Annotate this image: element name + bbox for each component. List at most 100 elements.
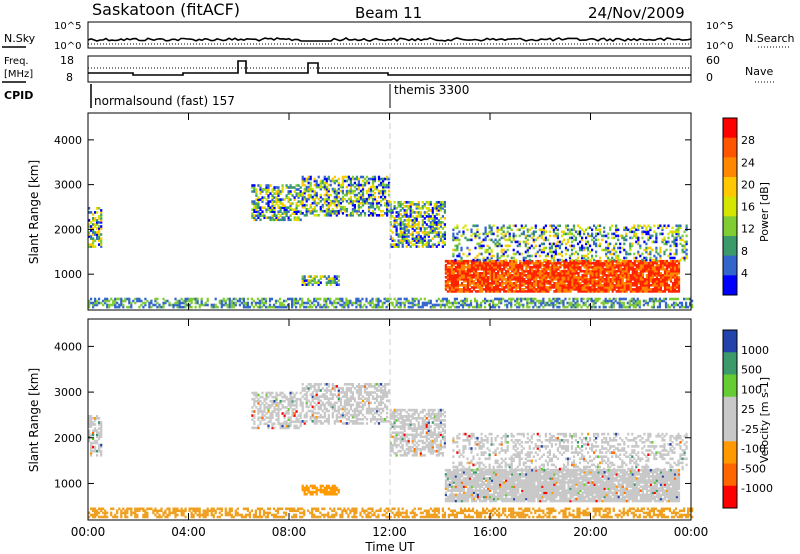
echo-cell — [371, 305, 374, 309]
echo-cell — [269, 393, 272, 397]
freq-line — [88, 60, 691, 76]
echo-cell — [529, 290, 532, 293]
echo-cell — [657, 282, 660, 285]
echo-cell — [607, 272, 610, 275]
echo-cell — [269, 210, 272, 213]
echo-cell — [649, 272, 652, 275]
echo-cell — [309, 183, 312, 187]
echo-cell — [638, 305, 641, 309]
echo-cell — [533, 276, 536, 279]
echo-cell — [450, 259, 453, 263]
echo-cell — [601, 265, 604, 269]
echo-cell — [625, 234, 628, 238]
echo-cell — [577, 286, 580, 289]
echo-cell — [108, 303, 111, 307]
echo-cell — [495, 278, 498, 281]
echo-cell — [562, 299, 565, 303]
echo-cell — [631, 230, 634, 234]
echo-cell — [498, 297, 501, 301]
echo-cell — [313, 389, 316, 392]
echo-cell — [464, 288, 468, 291]
echo-cell — [335, 197, 338, 201]
echo-cell — [381, 305, 384, 309]
echo-cell — [470, 267, 474, 271]
echo-cell — [593, 286, 596, 289]
echo-cell — [277, 404, 280, 407]
echo-cell — [569, 274, 572, 277]
echo-cell — [313, 418, 316, 421]
echo-cell — [100, 452, 103, 455]
echo-cell — [532, 301, 535, 305]
echo-cell — [407, 229, 410, 232]
echo-cell — [443, 237, 446, 240]
echo-cell — [520, 252, 523, 256]
echo-cell — [487, 261, 490, 265]
echo-cell — [359, 214, 363, 217]
echo-cell — [493, 261, 496, 265]
echo-cell — [385, 305, 388, 309]
echo-cell — [647, 238, 650, 242]
echo-cell — [619, 263, 622, 267]
echo-cell — [333, 299, 336, 303]
echo-cell — [520, 299, 523, 303]
echo-cell — [635, 234, 638, 238]
echo-cell — [679, 238, 682, 242]
echo-cell — [277, 194, 280, 197]
echo-cell — [677, 226, 680, 230]
echo-cell — [409, 205, 412, 208]
echo-cell — [611, 282, 614, 285]
echo-cell — [259, 212, 262, 215]
echo-cell — [437, 231, 440, 234]
echo-cell — [333, 181, 336, 185]
echo-cell — [635, 236, 638, 240]
echo-cell — [524, 242, 527, 246]
echo-cell — [637, 224, 640, 228]
echo-cell — [435, 213, 438, 216]
echo-cell — [606, 299, 609, 303]
echo-cell — [393, 207, 396, 210]
echo-cell — [459, 303, 463, 307]
echo-cell — [196, 299, 199, 303]
echo-cell — [487, 276, 490, 279]
echo-cell — [474, 232, 477, 236]
echo-cell — [671, 290, 675, 293]
echo-cell — [505, 284, 508, 287]
echo-cell — [508, 236, 511, 240]
echo-cell — [633, 234, 636, 238]
echo-cell — [522, 256, 525, 260]
echo-cell — [675, 244, 678, 248]
echo-cell — [635, 290, 638, 293]
echo-cell — [98, 231, 101, 234]
echo-cell — [343, 207, 346, 211]
echo-cell — [439, 201, 442, 204]
echo-cell — [313, 405, 316, 409]
echo-cell — [605, 278, 608, 281]
echo-cell — [649, 265, 652, 269]
echo-cell — [319, 179, 322, 183]
echo-cell — [446, 269, 449, 273]
echo-cell — [337, 283, 340, 286]
echo-cell — [439, 217, 442, 220]
echo-cell — [669, 252, 672, 256]
echo-cell — [337, 279, 340, 282]
echo-cell — [637, 272, 640, 275]
echo-cell — [212, 305, 215, 309]
echo-cell — [655, 290, 658, 293]
echo-cell — [665, 274, 669, 277]
echo-cell — [100, 211, 103, 214]
echo-cell — [295, 406, 298, 409]
echo-cell — [94, 231, 97, 234]
echo-cell — [100, 239, 103, 242]
echo-cell — [258, 305, 262, 309]
echo-cell — [559, 284, 562, 287]
echo-cell — [609, 288, 612, 291]
echo-cell — [515, 278, 518, 281]
echo-cell — [458, 267, 461, 271]
echo-cell — [562, 303, 565, 307]
echo-cell — [255, 190, 258, 193]
echo-cell — [607, 265, 610, 269]
echo-cell — [627, 263, 630, 267]
echo-cell — [573, 288, 576, 291]
echo-cell — [513, 269, 516, 273]
echo-cell — [327, 279, 330, 282]
